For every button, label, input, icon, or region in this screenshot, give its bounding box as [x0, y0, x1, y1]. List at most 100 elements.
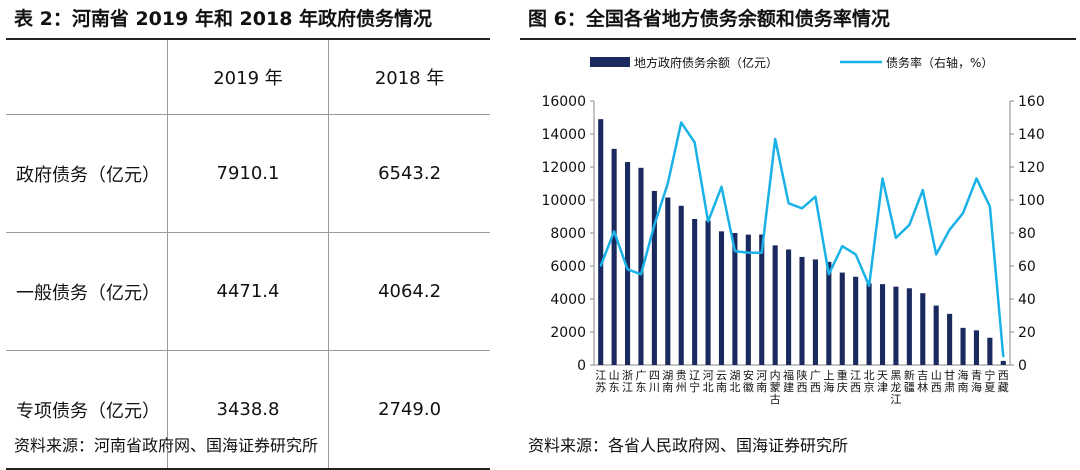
bar-山西	[933, 305, 939, 365]
header-cell-2019: 2019 年	[166, 40, 330, 115]
line-point-上海	[828, 273, 830, 276]
x-label-char: 西	[931, 381, 942, 394]
x-label-char: 江	[595, 369, 606, 382]
x-label-char: 山	[609, 369, 620, 382]
line-point-贵州	[680, 121, 683, 124]
header-cell-2018: 2018 年	[328, 40, 490, 115]
bar-云南	[718, 231, 725, 365]
chart-axes: 0 2000 4000 6000 8000 10000 12000 14000 16000 0 20…	[541, 94, 1044, 374]
legend-bar-label: 地方政府债务余额（亿元）	[634, 55, 778, 70]
line-point-青海	[975, 177, 978, 180]
debt-table: 2019 年 2018 年 政府债务（亿元） 7910.1 6543.2 一般债…	[6, 40, 490, 470]
left-axis-tick-label: 6000	[550, 259, 586, 275]
x-label-福建: 福建	[783, 368, 794, 394]
line-point-江西	[854, 253, 857, 256]
cell-value: 6543.2	[328, 114, 490, 233]
bar-陕西	[799, 256, 805, 365]
x-label-天津: 天津	[877, 369, 888, 394]
bar-广东	[638, 167, 644, 365]
bar-江苏	[598, 119, 604, 366]
x-label-char: 南	[662, 381, 673, 394]
x-label-广东: 广东	[635, 369, 646, 394]
bar-上海	[826, 261, 832, 365]
x-label-char: 东	[635, 381, 646, 394]
line-point-海南	[962, 212, 964, 214]
x-label-char: 河	[703, 369, 714, 382]
x-label-char: 黑	[890, 369, 901, 382]
cell-value: 2749.0	[328, 350, 490, 470]
legend-line-label: 债务率（右轴，%）	[886, 55, 993, 70]
table-header-row: 2019 年 2018 年	[6, 40, 490, 115]
x-label-char: 海	[971, 380, 982, 394]
x-label-char: 吉	[917, 369, 928, 382]
x-label-char: 青	[971, 369, 982, 382]
x-label-宁夏: 宁夏	[984, 368, 995, 394]
table-source-note: 资料来源：河南省政府网、国海证券研究所	[14, 436, 319, 455]
x-label-char: 北	[864, 369, 875, 382]
x-label-char: 江	[890, 393, 901, 406]
line-point-浙江	[626, 268, 629, 271]
x-label-char: 安	[743, 368, 754, 382]
x-label-char: 山	[931, 369, 942, 382]
x-label-安徽: 安徽	[743, 368, 754, 394]
bar-甘肃	[947, 313, 953, 365]
x-label-云南: 云南	[716, 369, 727, 394]
line-point-宁夏	[989, 205, 991, 208]
x-label-吉林: 吉林	[917, 369, 928, 394]
bar-江西	[853, 276, 859, 365]
x-label-char: 西	[850, 381, 861, 394]
x-label-char: 陕	[797, 368, 808, 382]
bar-辽宁	[692, 218, 698, 365]
x-label-上海: 上海	[823, 369, 834, 394]
line-point-重庆	[841, 245, 844, 247]
x-label-char: 上	[823, 369, 834, 382]
line-point-湖北	[734, 250, 736, 252]
right-axis-tick-label: 140	[1018, 127, 1045, 143]
x-label-char: 江	[850, 369, 861, 382]
x-label-char: 肃	[944, 381, 955, 394]
x-label-浙江: 浙江	[622, 369, 633, 394]
bar-海南	[960, 327, 966, 365]
bar-宁夏	[987, 337, 993, 365]
x-label-char: 蒙	[770, 381, 781, 394]
x-label-char: 广	[810, 369, 821, 382]
x-label-辽宁: 辽宁	[689, 369, 700, 394]
chart-legend: 地方政府债务余额（亿元） 债务率（右轴，%）	[590, 55, 993, 70]
bar-广西	[812, 259, 818, 365]
cell-value: 4471.4	[166, 232, 330, 351]
x-label-char: 云	[716, 369, 727, 382]
x-label-北京: 北京	[864, 369, 875, 394]
x-label-char: 北	[729, 381, 740, 394]
x-label-新疆: 新疆	[904, 368, 915, 394]
bar-青海	[973, 330, 980, 365]
right-axis-tick-label: 80	[1018, 226, 1036, 242]
bar-北京	[866, 283, 872, 365]
bar-新疆	[906, 288, 912, 365]
x-label-甘肃: 甘肃	[944, 369, 955, 394]
cell-value: 7910.1	[166, 114, 330, 233]
x-label-char: 庆	[837, 380, 848, 394]
chart-title: 图 6：全国各省地方债务余额和债务率情况	[528, 8, 890, 30]
x-label-char: 湖	[662, 369, 673, 382]
x-label-char: 湖	[729, 369, 740, 382]
left-axis-tick-label: 14000	[541, 127, 586, 143]
x-label-char: 宁	[984, 368, 995, 382]
x-label-西藏: 西藏	[998, 369, 1009, 394]
bar-series	[598, 119, 1006, 366]
line-point-黑龙江	[895, 237, 897, 239]
x-label-河北: 河北	[703, 369, 714, 394]
x-label-char: 四	[649, 369, 660, 382]
right-axis-tick-label: 0	[1018, 358, 1027, 374]
chart-source-note: 资料来源：各省人民政府网、国海证券研究所	[528, 436, 849, 455]
bar-黑龙江	[893, 286, 899, 365]
chart-top-rule	[520, 38, 1076, 40]
x-label-char: 南	[756, 381, 767, 394]
header-cell-empty	[6, 40, 168, 115]
line-point-北京	[868, 285, 870, 287]
line-point-福建	[787, 202, 790, 205]
line-point-山东	[613, 230, 615, 233]
right-axis-tick-label: 100	[1018, 193, 1045, 209]
bar-河北	[705, 220, 711, 365]
x-label-湖南: 湖南	[662, 369, 673, 394]
x-axis-labels: 江苏山东浙江广东四川湖南贵州辽宁河北云南湖北安徽河南内蒙古福建陕西广西上海重庆江…	[595, 368, 1009, 406]
